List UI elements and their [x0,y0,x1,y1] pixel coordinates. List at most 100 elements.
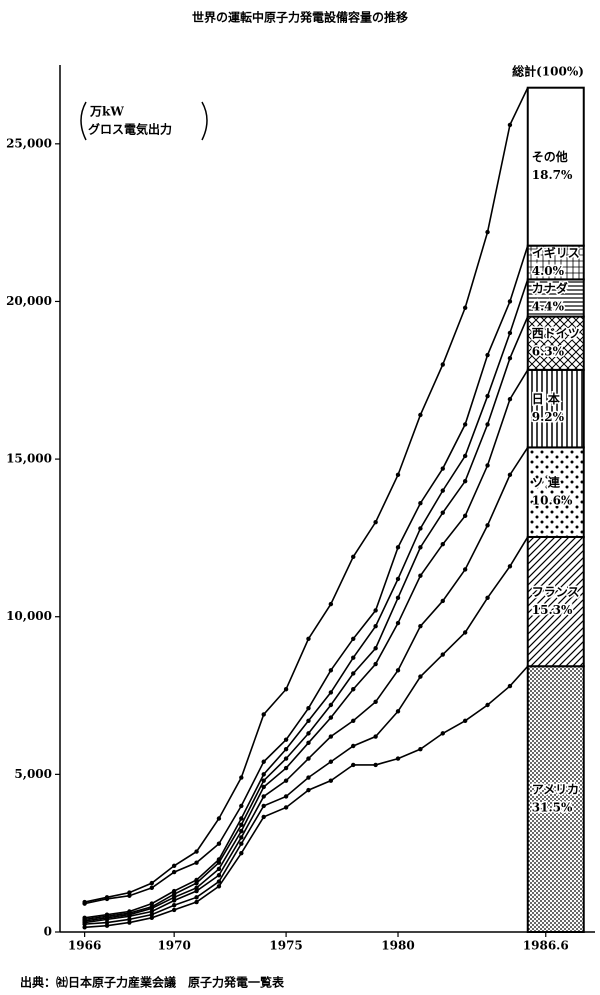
point [104,912,110,917]
point [440,488,445,493]
point [306,731,311,736]
point [171,869,177,875]
source: 出典：㈳日本原子力産業会議 原子力発電一覧表 [20,975,285,990]
point [171,863,177,868]
point [328,702,334,708]
point [485,352,490,358]
segment-name: 西ドイツ [532,327,580,341]
point [171,898,177,903]
y-tick-label: 10,000 [6,609,52,623]
point [440,542,445,547]
point [418,573,423,578]
point [149,915,154,921]
segment-share: 4.0% [532,264,565,278]
point [351,743,356,749]
point [261,778,266,783]
point [418,412,423,418]
point [261,759,266,764]
point [216,866,222,872]
point [261,772,266,777]
point [395,668,401,673]
point [351,671,356,676]
point [149,909,154,914]
line [84,536,529,925]
point [171,907,177,913]
point [507,683,513,689]
point [127,909,132,914]
point [239,828,244,834]
point [328,601,334,607]
point [507,299,513,304]
point [194,880,199,886]
point [507,330,513,336]
point [283,805,289,810]
point [373,734,378,739]
point [395,545,401,550]
point [462,718,468,723]
point [485,523,490,528]
point [373,608,378,613]
point [194,888,199,894]
point [261,814,266,820]
segment-share: 31.5% [532,801,573,815]
point [373,646,378,651]
point [440,652,445,657]
point [395,756,401,761]
point [283,687,289,692]
point [127,890,132,895]
point [440,362,445,367]
point [239,803,244,809]
point [149,901,154,906]
segment-name: アメリカ [532,783,579,797]
line [84,446,529,924]
point [485,393,490,399]
chart-title: 世界の運転中原子力発電設備容量の推移 [192,10,408,25]
point [104,895,110,900]
point [485,595,490,601]
point [216,857,222,862]
point [507,472,513,478]
point [351,762,356,768]
point [395,709,401,714]
point [395,576,401,582]
point [216,873,222,878]
segment-share: 6.3% [532,345,565,359]
point [485,702,490,708]
point [328,715,334,720]
point [328,778,334,783]
bar-segment [526,535,585,668]
point [418,674,423,679]
total-label: 総計(100%) [512,64,584,79]
point [306,775,311,780]
point [104,923,110,928]
point [283,737,289,742]
point [194,895,199,900]
point [171,903,177,908]
point [261,794,266,799]
bar-segment [526,86,585,247]
point [306,636,311,641]
point [373,519,378,525]
point [149,904,154,909]
point [440,731,445,736]
segment-share: 18.7% [532,168,573,182]
point [171,891,177,897]
bar-segment [526,665,585,933]
point [485,422,490,427]
segment-name: 日 本 [532,391,560,406]
point [462,478,468,484]
point [216,879,222,884]
point [351,718,356,723]
point [82,899,87,905]
point [149,880,154,886]
point [351,687,356,692]
x-tick-label: 1970 [157,939,190,953]
point [328,668,334,673]
point [440,466,445,471]
point [418,746,423,752]
point [507,396,513,402]
point [149,912,154,917]
point [373,661,378,667]
x-tick-label: 1980 [381,939,414,953]
